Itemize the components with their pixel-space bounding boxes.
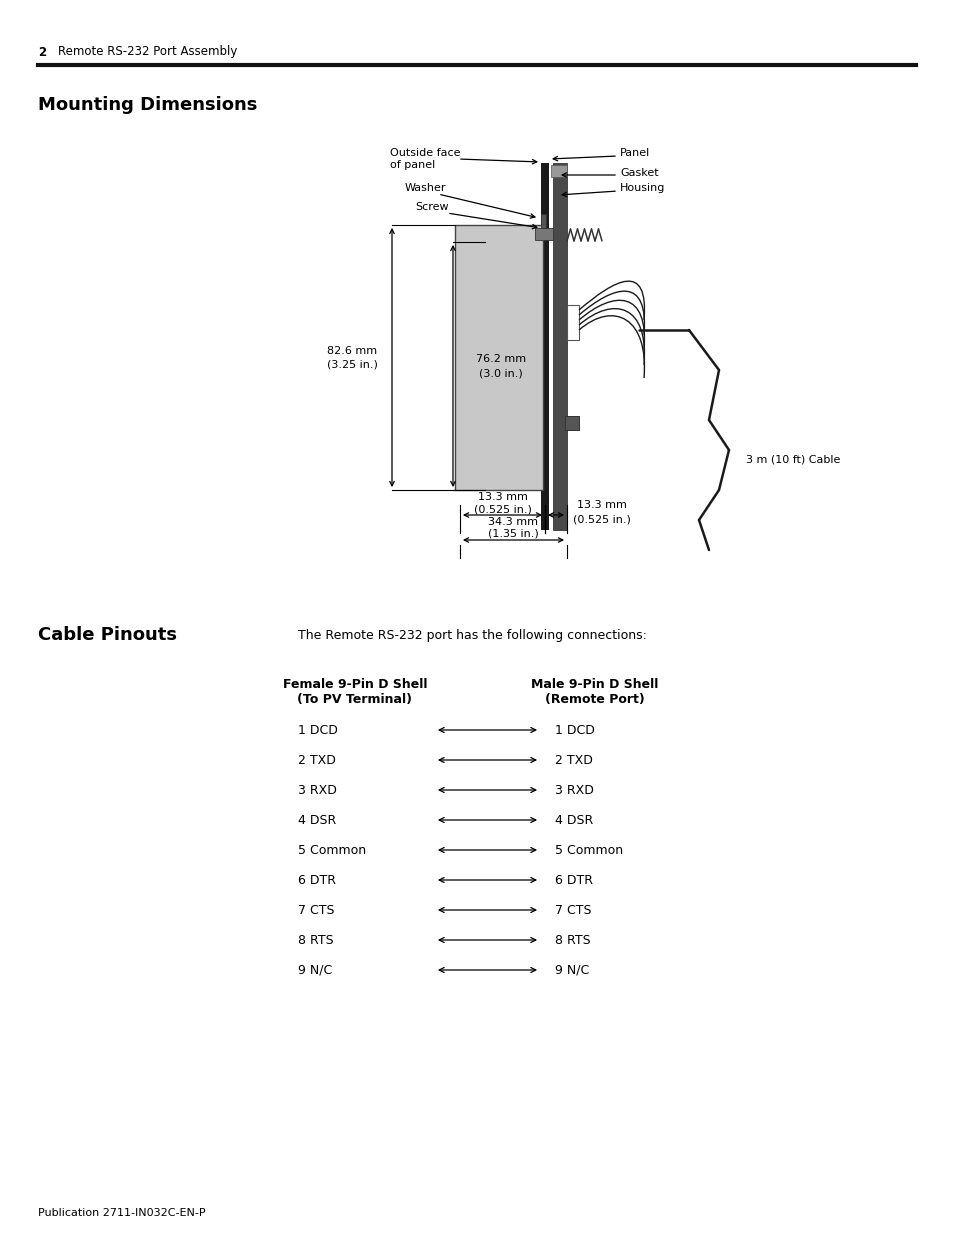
Text: 3 RXD: 3 RXD [297,783,336,797]
Text: 13.3 mm: 13.3 mm [477,492,527,501]
Bar [540,214,545,228]
Text: 5 Common: 5 Common [297,844,366,857]
Text: of panel: of panel [390,161,435,170]
Text: 2 TXD: 2 TXD [297,753,335,767]
Text: Washer: Washer [405,183,446,193]
Text: Gasket: Gasket [619,168,658,178]
Bar [540,163,548,530]
Bar [566,305,578,340]
Text: 4 DSR: 4 DSR [297,814,335,826]
Text: 13.3 mm: 13.3 mm [577,500,626,510]
Text: 5 Common: 5 Common [555,844,622,857]
Text: Male 9-Pin D Shell: Male 9-Pin D Shell [531,678,658,692]
Text: 8 RTS: 8 RTS [555,934,590,946]
Text: 1 DCD: 1 DCD [297,724,337,736]
Text: 2: 2 [38,46,46,58]
Text: Screw: Screw [415,203,448,212]
Text: Publication 2711-IN032C-EN-P: Publication 2711-IN032C-EN-P [38,1208,206,1218]
Text: Mounting Dimensions: Mounting Dimensions [38,96,257,114]
Text: 4 DSR: 4 DSR [555,814,593,826]
Text: 3 RXD: 3 RXD [555,783,594,797]
Text: 76.2 mm: 76.2 mm [476,354,525,364]
Text: (0.525 in.): (0.525 in.) [473,504,531,514]
Bar [551,165,566,177]
Text: Cable Pinouts: Cable Pinouts [38,626,177,643]
Text: 34.3 mm: 34.3 mm [488,517,537,527]
Bar [535,228,553,240]
Text: Panel: Panel [619,148,650,158]
Text: Female 9-Pin D Shell: Female 9-Pin D Shell [282,678,427,692]
Text: The Remote RS-232 port has the following connections:: The Remote RS-232 port has the following… [297,629,646,641]
Text: 82.6 mm: 82.6 mm [327,346,376,356]
Text: 7 CTS: 7 CTS [555,904,591,916]
Text: 9 N/C: 9 N/C [297,963,332,977]
Text: 9 N/C: 9 N/C [555,963,589,977]
Text: 2 TXD: 2 TXD [555,753,592,767]
Text: (Remote Port): (Remote Port) [544,694,644,706]
Bar [553,163,566,530]
Text: 1 DCD: 1 DCD [555,724,595,736]
Text: (1.35 in.): (1.35 in.) [488,529,538,538]
Text: (To PV Terminal): (To PV Terminal) [297,694,412,706]
Text: 8 RTS: 8 RTS [297,934,334,946]
Bar [564,416,578,430]
Text: Outside face: Outside face [390,148,460,158]
Text: Remote RS-232 Port Assembly: Remote RS-232 Port Assembly [58,46,237,58]
Text: 7 CTS: 7 CTS [297,904,335,916]
Text: (3.25 in.): (3.25 in.) [326,359,377,369]
Text: 3 m (10 ft) Cable: 3 m (10 ft) Cable [745,454,840,466]
Text: 6 DTR: 6 DTR [297,873,335,887]
Text: (0.525 in.): (0.525 in.) [573,514,630,524]
Text: (3.0 in.): (3.0 in.) [478,368,522,378]
Bar [455,225,542,490]
Text: 6 DTR: 6 DTR [555,873,593,887]
Text: Housing: Housing [619,183,664,193]
